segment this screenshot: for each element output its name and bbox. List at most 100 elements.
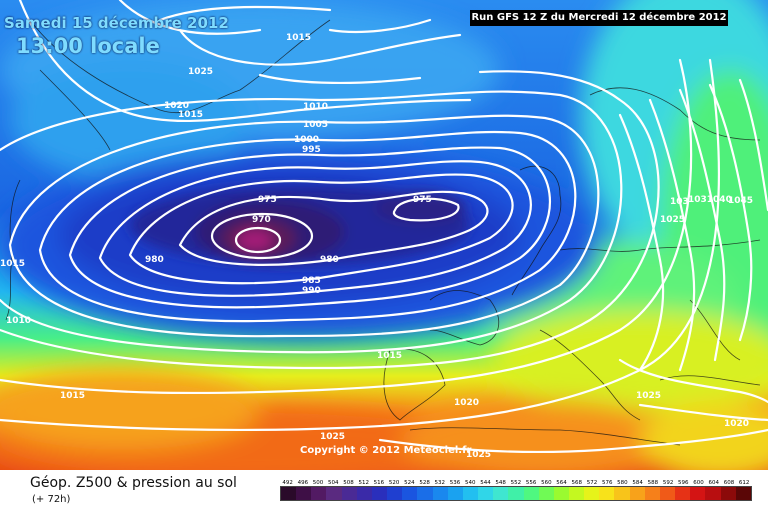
legend-label: 564 [556,480,567,486]
legend-label: 532 [434,480,446,486]
footer-title: Géop. Z500 & pression au sol [30,475,237,491]
legend-swatch [356,487,372,500]
isobar-label: 1015 [0,259,25,269]
legend-label: 576 [601,480,613,486]
legend-label: 544 [480,480,491,486]
footer-subtitle: (+ 72h) [32,494,71,505]
color-legend: 492 496 500 504 508 512 516 520 524 528 532 536 540 5… [280,480,752,501]
legend-swatch [402,487,418,500]
legend-swatch [614,487,630,500]
isobar-label: 1045 [728,196,753,206]
legend-swatch [659,487,676,500]
legend-swatch [705,487,721,500]
legend-label: 512 [358,480,369,486]
isobar-label: 1025 [188,67,213,77]
legend-color-bar [280,486,752,501]
legend-swatch [296,487,312,500]
legend-swatch [281,487,297,500]
legend-label: 504 [328,480,339,486]
legend-swatch [553,487,569,500]
legend-swatch [629,487,645,500]
isobar-label: 1020 [454,398,479,408]
legend-label: 524 [404,480,415,486]
isobar-label: 980 [145,255,164,265]
legend-swatch [599,487,615,500]
isobar-label: 980 [320,255,339,265]
legend-label: 552 [510,480,522,486]
legend-label: 508 [343,480,354,486]
isobar-label: 1015 [286,33,311,43]
legend-label: 568 [571,480,583,486]
legend-swatch [493,487,509,500]
weather-map: 1015 1025 1020 1015 1010 1005 1000 995 9… [0,0,768,470]
legend-swatch [523,487,539,500]
legend-swatch [371,487,388,500]
isobar-label: 1015 [377,351,402,361]
legend-swatch [417,487,433,500]
copyright-text: Copyright © 2012 Meteociel.fr [300,445,471,456]
isobar-label: 970 [252,215,271,225]
legend-label: 540 [464,480,476,486]
legend-label: 612 [738,480,750,486]
legend-labels: 492 496 500 504 508 512 516 520 524 528 532 536 540 5… [280,480,752,486]
isobar-label: 1005 [303,120,328,130]
legend-swatch [644,487,660,500]
isobar-label: 975 [258,195,277,205]
legend-label: 496 [297,480,309,486]
legend-swatch [462,487,479,500]
legend-label: 588 [647,480,659,486]
legend-swatch [478,487,494,500]
model-run-banner: Run GFS 12 Z du Mercredi 12 décembre 201… [470,10,728,26]
legend-swatch [538,487,554,500]
forecast-time: 13:00 locale [16,34,160,58]
geopotential-field [0,0,768,470]
legend-label: 536 [449,480,461,486]
legend-swatch [584,487,600,500]
legend-swatch [447,487,463,500]
isobar-label: 1025 [636,391,661,401]
isobar-label: 1025 [466,450,491,460]
isobar-labels: 1015 1025 1020 1015 1010 1005 1000 995 9… [0,33,753,460]
isobar-label: 1010 [6,316,31,326]
legend-swatch [341,487,357,500]
isobar-label: 1015 [60,391,85,401]
footer-panel: Géop. Z500 & pression au sol (+ 72h) 492… [0,470,768,512]
legend-swatch [326,487,342,500]
legend-label: 528 [419,480,430,486]
legend-label: 604 [708,480,719,486]
isobar-label: 1031040 [688,195,732,205]
legend-label: 584 [632,480,643,486]
isobar-label: 985 [302,276,321,286]
isobar-label: 1000 [294,135,319,145]
isobar-label: 975 [413,195,432,205]
isobar-label: 990 [302,286,321,296]
legend-label: 580 [617,480,628,486]
isobar-label: 1025 [660,215,685,225]
legend-swatch [508,487,524,500]
legend-swatch [432,487,448,500]
legend-swatch [387,487,403,500]
legend-swatch [568,487,585,500]
legend-swatch [311,487,327,500]
legend-label: 592 [662,480,674,486]
legend-label: 600 [693,480,704,486]
legend-label: 500 [312,480,324,486]
legend-label: 516 [373,480,385,486]
legend-swatch [720,487,736,500]
legend-label: 548 [495,480,506,486]
legend-label: 556 [525,480,537,486]
legend-swatch [735,487,751,500]
legend-label: 596 [678,480,689,486]
legend-swatch [690,487,706,500]
isobar-label: 1025 [320,432,345,442]
legend-label: 560 [541,480,552,486]
legend-label: 520 [388,480,400,486]
isobar-label: 1015 [178,110,203,120]
legend-label: 572 [586,480,598,486]
forecast-date: Samedi 15 décembre 2012 [4,14,229,32]
isobar-label: 1020 [164,101,189,111]
legend-label: 492 [282,480,293,486]
isobar-label: 1010 [303,102,328,112]
isobar-label: 995 [302,145,321,155]
